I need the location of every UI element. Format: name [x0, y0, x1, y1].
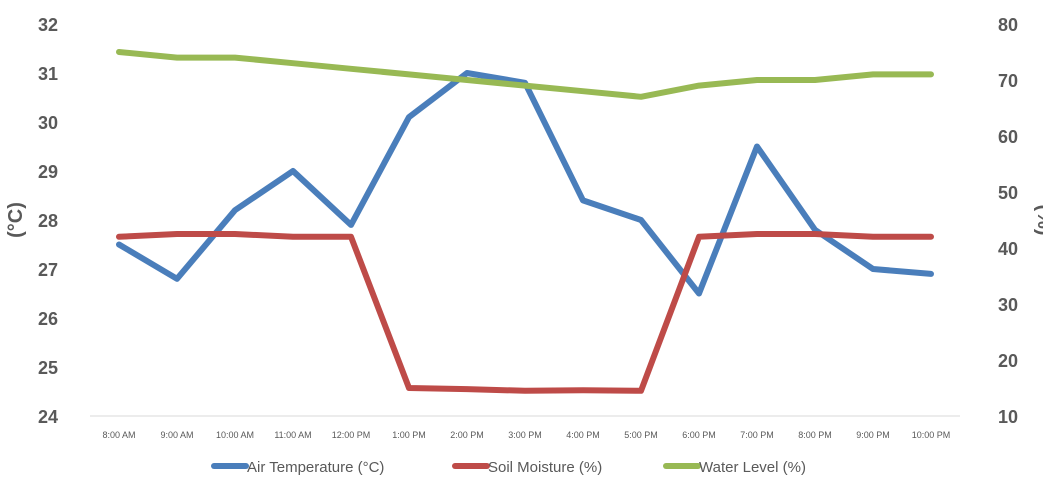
y-right-tick-label: 20 [998, 351, 1018, 371]
x-tick-label: 2:00 PM [450, 430, 484, 440]
y-left-tick-label: 26 [38, 309, 58, 329]
series-line-1 [116, 231, 934, 394]
x-tick-label: 10:00 AM [216, 430, 254, 440]
y-right-tick-label: 40 [998, 239, 1018, 259]
x-tick-label: 7:00 PM [740, 430, 774, 440]
x-tick-label: 8:00 AM [102, 430, 135, 440]
y-left-tick-label: 29 [38, 162, 58, 182]
y-right-tick-label: 10 [998, 407, 1018, 427]
x-tick-label: 6:00 PM [682, 430, 716, 440]
y-left-tick-label: 27 [38, 260, 58, 280]
legend-label-2: Water Level (%) [699, 459, 806, 476]
y-left-tick-label: 32 [38, 15, 58, 35]
y-right-tick-label: 50 [998, 183, 1018, 203]
x-tick-label: 9:00 AM [160, 430, 193, 440]
x-tick-label: 5:00 PM [624, 430, 658, 440]
legend-label-0: Air Temperature (°C) [247, 459, 384, 476]
y-right-tick-label: 80 [998, 15, 1018, 35]
series-line-2 [116, 49, 934, 100]
x-tick-label: 9:00 PM [856, 430, 890, 440]
x-tick-label: 10:00 PM [912, 430, 951, 440]
x-tick-label: 12:00 PM [332, 430, 371, 440]
y-left-tick-label: 28 [38, 211, 58, 231]
y-right-tick-label: 30 [998, 295, 1018, 315]
y-left-axis-title: (°C) [5, 202, 27, 238]
y-left-tick-label: 30 [38, 113, 58, 133]
x-tick-label: 3:00 PM [508, 430, 542, 440]
x-tick-label: 11:00 AM [274, 430, 311, 440]
y-right-tick-label: 70 [998, 71, 1018, 91]
y-left-tick-label: 25 [38, 358, 58, 378]
series-line-0 [116, 70, 934, 297]
y-left-tick-label: 24 [38, 407, 58, 427]
y-left-tick-label: 31 [38, 64, 58, 84]
x-tick-label: 4:00 PM [566, 430, 600, 440]
legend-label-1: Soil Moisture (%) [488, 459, 602, 476]
y-right-tick-label: 60 [998, 127, 1018, 147]
y-right-axis-title: (%) [1033, 204, 1043, 235]
x-tick-label: 1:00 PM [392, 430, 426, 440]
x-tick-label: 8:00 PM [798, 430, 832, 440]
